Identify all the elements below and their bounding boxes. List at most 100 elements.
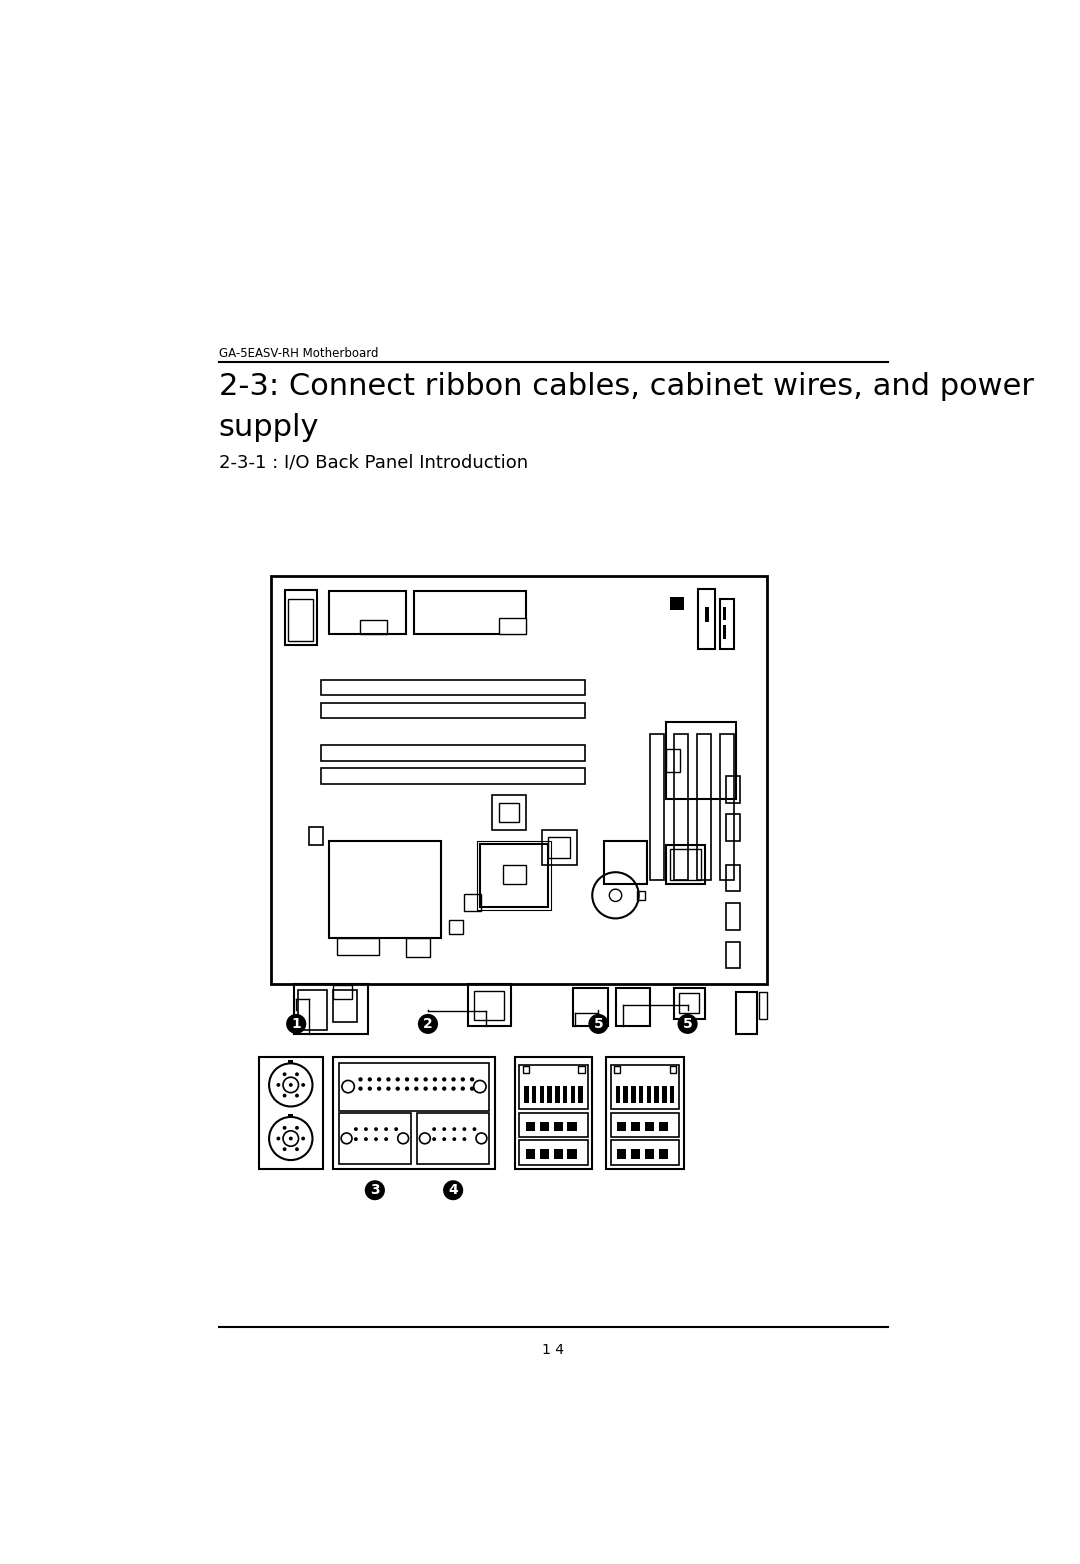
Bar xyxy=(637,890,645,899)
Circle shape xyxy=(364,1137,368,1142)
Circle shape xyxy=(462,1137,467,1142)
Bar xyxy=(567,1121,577,1131)
Bar xyxy=(288,1114,293,1118)
Bar xyxy=(674,734,688,881)
Bar xyxy=(613,1067,620,1073)
Bar xyxy=(616,988,650,1026)
Circle shape xyxy=(276,1137,281,1140)
Bar xyxy=(578,1067,584,1073)
Bar xyxy=(548,1087,552,1103)
Bar xyxy=(616,1087,620,1103)
Bar xyxy=(271,576,767,984)
Bar xyxy=(611,1140,679,1165)
Bar xyxy=(727,776,740,802)
Bar xyxy=(611,1112,679,1137)
Bar xyxy=(540,1121,549,1131)
Bar xyxy=(724,626,727,640)
Bar xyxy=(321,680,584,694)
Text: supply: supply xyxy=(218,413,320,441)
Bar xyxy=(604,841,647,884)
Bar xyxy=(617,1121,626,1131)
Bar xyxy=(259,1057,323,1168)
Bar xyxy=(572,988,608,1026)
Bar xyxy=(360,619,387,633)
Bar xyxy=(727,865,740,891)
Circle shape xyxy=(443,1128,446,1131)
Bar xyxy=(662,1087,666,1103)
Bar xyxy=(555,1087,559,1103)
Bar xyxy=(339,1112,410,1164)
Circle shape xyxy=(432,1137,436,1142)
Bar xyxy=(666,845,704,884)
Bar xyxy=(328,591,406,633)
Circle shape xyxy=(609,890,622,901)
Bar xyxy=(720,734,734,881)
Bar xyxy=(727,815,740,841)
Bar xyxy=(540,1150,549,1159)
Circle shape xyxy=(423,1078,428,1082)
Circle shape xyxy=(589,1013,608,1034)
Bar xyxy=(554,1150,563,1159)
Bar xyxy=(704,607,710,622)
Bar xyxy=(654,1087,659,1103)
Circle shape xyxy=(286,1013,307,1034)
Bar xyxy=(567,1150,577,1159)
Bar xyxy=(288,1060,293,1064)
Circle shape xyxy=(394,1128,399,1131)
Circle shape xyxy=(384,1128,388,1131)
Bar xyxy=(617,1150,626,1159)
Bar xyxy=(328,841,441,938)
Circle shape xyxy=(405,1087,409,1090)
Circle shape xyxy=(276,1082,281,1087)
Text: 4: 4 xyxy=(448,1184,458,1196)
Circle shape xyxy=(377,1087,381,1090)
Bar xyxy=(523,1067,529,1073)
Circle shape xyxy=(395,1078,400,1082)
Circle shape xyxy=(364,1128,368,1131)
Circle shape xyxy=(473,1128,476,1131)
Circle shape xyxy=(443,1137,446,1142)
Bar xyxy=(659,1121,669,1131)
Bar xyxy=(578,1087,583,1103)
Circle shape xyxy=(423,1087,428,1090)
Bar xyxy=(321,768,584,784)
Circle shape xyxy=(301,1137,306,1140)
Circle shape xyxy=(367,1078,372,1082)
Bar xyxy=(526,1150,535,1159)
Bar xyxy=(542,830,577,865)
Circle shape xyxy=(354,1128,357,1131)
Bar xyxy=(570,1087,576,1103)
Circle shape xyxy=(432,1128,436,1131)
Bar xyxy=(697,734,711,881)
Circle shape xyxy=(283,1073,286,1076)
Bar xyxy=(659,1150,669,1159)
Circle shape xyxy=(462,1128,467,1131)
Circle shape xyxy=(461,1078,465,1082)
Circle shape xyxy=(283,1093,286,1098)
Bar xyxy=(519,1112,588,1137)
Bar xyxy=(674,988,704,1018)
Bar xyxy=(759,992,767,1018)
Bar xyxy=(724,607,727,621)
Circle shape xyxy=(295,1093,299,1098)
Circle shape xyxy=(414,1078,418,1082)
Circle shape xyxy=(453,1128,456,1131)
Bar xyxy=(519,1065,588,1109)
Bar xyxy=(645,1150,654,1159)
Bar xyxy=(631,1150,640,1159)
Bar xyxy=(670,1087,674,1103)
Bar xyxy=(563,1087,567,1103)
Bar xyxy=(540,1087,544,1103)
Bar xyxy=(727,902,740,931)
Bar xyxy=(645,1121,654,1131)
Circle shape xyxy=(374,1137,378,1142)
Circle shape xyxy=(470,1087,474,1090)
Circle shape xyxy=(301,1082,306,1087)
Bar xyxy=(666,723,735,799)
Bar xyxy=(531,1087,537,1103)
Text: 1 4: 1 4 xyxy=(542,1343,565,1358)
Bar xyxy=(469,984,511,1026)
Bar xyxy=(309,827,323,845)
Bar xyxy=(321,744,584,760)
Bar xyxy=(480,843,548,907)
